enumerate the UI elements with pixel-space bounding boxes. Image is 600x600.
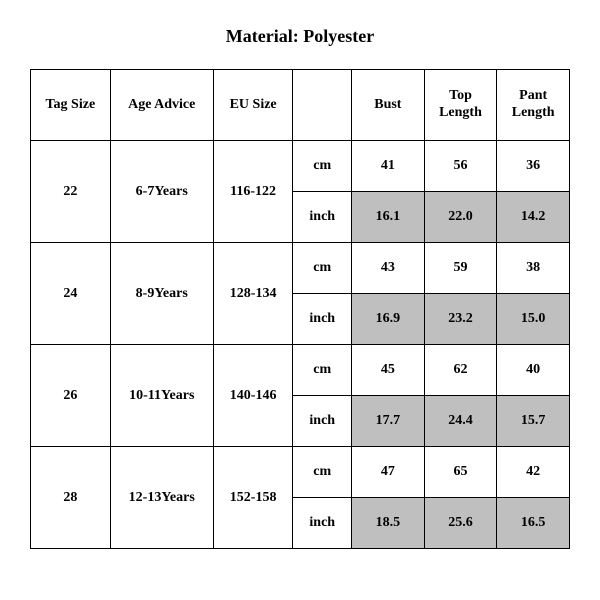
page: Material: Polyester Tag Size Age Advice … bbox=[0, 0, 600, 549]
cell-age: 8-9Years bbox=[110, 243, 213, 345]
cell-top: 59 bbox=[424, 243, 497, 294]
table-row: 26 10-11Years 140-146 cm 45 62 40 bbox=[31, 345, 570, 396]
cell-tag: 26 bbox=[31, 345, 111, 447]
cell-bust: 47 bbox=[352, 447, 425, 498]
cell-eu: 152-158 bbox=[213, 447, 293, 549]
cell-age: 12-13Years bbox=[110, 447, 213, 549]
table-row: 28 12-13Years 152-158 cm 47 65 42 bbox=[31, 447, 570, 498]
col-top: Top Length bbox=[424, 70, 497, 141]
cell-tag: 28 bbox=[31, 447, 111, 549]
cell-eu: 116-122 bbox=[213, 141, 293, 243]
cell-pant: 15.7 bbox=[497, 396, 570, 447]
col-top-l2: Length bbox=[425, 105, 497, 122]
cell-unit: inch bbox=[293, 294, 352, 345]
size-table: Tag Size Age Advice EU Size Bust Top Len… bbox=[30, 69, 570, 549]
cell-bust: 45 bbox=[352, 345, 425, 396]
cell-unit: cm bbox=[293, 345, 352, 396]
cell-top: 23.2 bbox=[424, 294, 497, 345]
cell-unit: cm bbox=[293, 141, 352, 192]
cell-unit: cm bbox=[293, 447, 352, 498]
cell-pant: 36 bbox=[497, 141, 570, 192]
cell-pant: 40 bbox=[497, 345, 570, 396]
col-bust: Bust bbox=[352, 70, 425, 141]
cell-eu: 128-134 bbox=[213, 243, 293, 345]
col-pant-l1: Pant bbox=[497, 88, 569, 105]
cell-bust: 16.1 bbox=[352, 192, 425, 243]
table-row: 24 8-9Years 128-134 cm 43 59 38 bbox=[31, 243, 570, 294]
col-age: Age Advice bbox=[110, 70, 213, 141]
cell-pant: 42 bbox=[497, 447, 570, 498]
col-pant-l2: Length bbox=[497, 105, 569, 122]
cell-unit: inch bbox=[293, 396, 352, 447]
col-tag: Tag Size bbox=[31, 70, 111, 141]
cell-pant: 38 bbox=[497, 243, 570, 294]
cell-tag: 24 bbox=[31, 243, 111, 345]
cell-top: 62 bbox=[424, 345, 497, 396]
col-top-l1: Top bbox=[425, 88, 497, 105]
cell-pant: 14.2 bbox=[497, 192, 570, 243]
cell-top: 22.0 bbox=[424, 192, 497, 243]
cell-top: 65 bbox=[424, 447, 497, 498]
cell-tag: 22 bbox=[31, 141, 111, 243]
col-pant: Pant Length bbox=[497, 70, 570, 141]
table-row: 22 6-7Years 116-122 cm 41 56 36 bbox=[31, 141, 570, 192]
cell-eu: 140-146 bbox=[213, 345, 293, 447]
cell-bust: 17.7 bbox=[352, 396, 425, 447]
cell-bust: 18.5 bbox=[352, 498, 425, 549]
cell-pant: 15.0 bbox=[497, 294, 570, 345]
col-unit bbox=[293, 70, 352, 141]
cell-unit: inch bbox=[293, 192, 352, 243]
cell-unit: inch bbox=[293, 498, 352, 549]
cell-bust: 43 bbox=[352, 243, 425, 294]
cell-bust: 41 bbox=[352, 141, 425, 192]
page-title: Material: Polyester bbox=[30, 26, 570, 47]
cell-top: 56 bbox=[424, 141, 497, 192]
header-row: Tag Size Age Advice EU Size Bust Top Len… bbox=[31, 70, 570, 141]
cell-top: 24.4 bbox=[424, 396, 497, 447]
cell-bust: 16.9 bbox=[352, 294, 425, 345]
cell-age: 10-11Years bbox=[110, 345, 213, 447]
cell-unit: cm bbox=[293, 243, 352, 294]
cell-top: 25.6 bbox=[424, 498, 497, 549]
col-eu: EU Size bbox=[213, 70, 293, 141]
cell-pant: 16.5 bbox=[497, 498, 570, 549]
cell-age: 6-7Years bbox=[110, 141, 213, 243]
